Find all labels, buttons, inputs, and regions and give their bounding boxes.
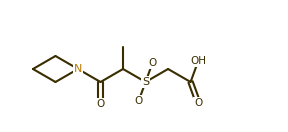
Text: O: O [194, 98, 202, 108]
Text: N: N [74, 64, 82, 74]
Text: O: O [96, 99, 105, 109]
Text: OH: OH [190, 56, 206, 66]
Text: S: S [142, 77, 149, 87]
Text: O: O [134, 96, 143, 106]
Text: O: O [148, 58, 156, 68]
